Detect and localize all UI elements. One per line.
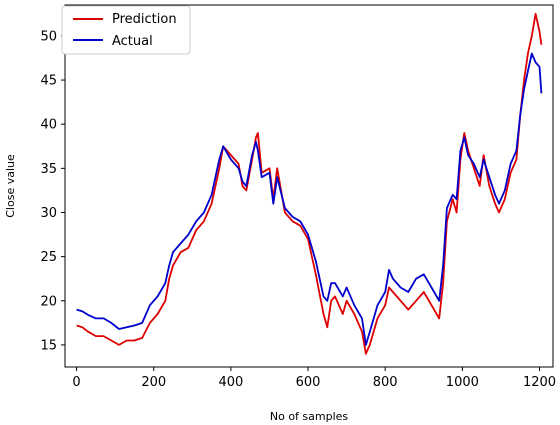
y-tick-label: 15 [40, 338, 57, 353]
y-tick-label: 50 [40, 29, 57, 44]
legend: Prediction Actual [61, 5, 191, 55]
y-axis-label: Close value [4, 154, 17, 218]
x-tick-label: 800 [373, 375, 398, 390]
x-tick-label: 600 [296, 375, 321, 390]
x-tick-label: 1200 [523, 375, 556, 390]
legend-label-actual: Actual [112, 34, 153, 49]
plot-frame [64, 4, 554, 368]
y-tick-label: 40 [40, 118, 57, 133]
x-tick-label: 200 [141, 375, 166, 390]
y-tick-label: 20 [40, 294, 57, 309]
y-tick-label: 35 [40, 162, 57, 177]
x-tick-label: 1000 [446, 375, 479, 390]
x-axis-label: No of samples [270, 410, 349, 423]
legend-label-prediction: Prediction [112, 12, 177, 27]
series-layer [76, 12, 543, 355]
series-line-actual [76, 52, 543, 346]
y-tick-label: 30 [40, 206, 57, 221]
x-tick-label: 400 [218, 375, 243, 390]
y-tick-label: 25 [40, 250, 57, 265]
x-tick-label: 0 [72, 375, 80, 390]
x-axis-ticks: 0 200 400 600 800 1000 1200 [72, 367, 556, 390]
y-axis-ticks: 15 20 25 30 35 40 45 50 [40, 29, 65, 353]
plot-background [65, 5, 553, 367]
y-tick-label: 45 [40, 74, 57, 89]
